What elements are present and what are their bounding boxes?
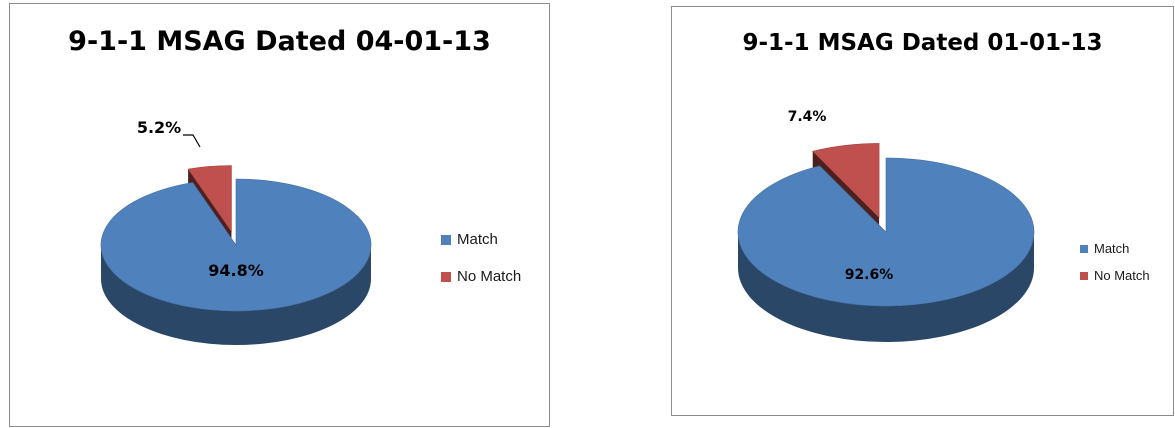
legend-label: Match <box>457 231 498 248</box>
data-label-match: 92.6% <box>845 267 894 283</box>
legend-item-match: Match <box>441 221 521 258</box>
chart-panel-right: 9-1-1 MSAG Dated 01-01-13 92.6% 7.4% Matc… <box>671 6 1174 416</box>
pie-slice-top <box>100 178 372 312</box>
legend-item-no-match: No Match <box>441 258 521 295</box>
legend-label: No Match <box>1094 268 1150 283</box>
pie-chart: 94.8% 5.2% <box>100 118 372 345</box>
pie-slice-top <box>187 165 232 233</box>
data-label-no-match: 5.2% <box>137 118 181 137</box>
legend-swatch-no-match <box>1080 271 1088 280</box>
pie-slice-top <box>812 143 880 219</box>
legend-label: Match <box>1094 241 1130 256</box>
pie-slice-side <box>738 232 1034 342</box>
legend: Match No Match <box>441 221 521 295</box>
pie-slice-match <box>737 157 1035 342</box>
chart-title: 9-1-1 MSAG Dated 01-01-13 <box>742 30 1103 56</box>
pie-slice-side <box>101 245 371 345</box>
legend-swatch-match <box>1080 244 1088 253</box>
legend-item-match: Match <box>1080 235 1150 262</box>
data-label-match: 94.8% <box>208 261 264 280</box>
chart-panel-left: 9-1-1 MSAG Dated 04-01-13 94.8% 5.2% Matc… <box>9 3 550 427</box>
legend-item-no-match: No Match <box>1080 262 1150 289</box>
pie-chart: 92.6% 7.4% <box>737 109 1035 342</box>
legend-swatch-match <box>441 234 451 245</box>
legend-label: No Match <box>457 268 522 285</box>
pie-slice-top <box>737 157 1035 307</box>
leader-line <box>183 134 201 148</box>
legend-swatch-no-match <box>441 271 451 282</box>
chart-title: 9-1-1 MSAG Dated 04-01-13 <box>68 26 491 57</box>
pie-slice-match <box>100 178 372 345</box>
legend: Match No Match <box>1080 235 1150 289</box>
data-label-no-match: 7.4% <box>788 109 827 125</box>
